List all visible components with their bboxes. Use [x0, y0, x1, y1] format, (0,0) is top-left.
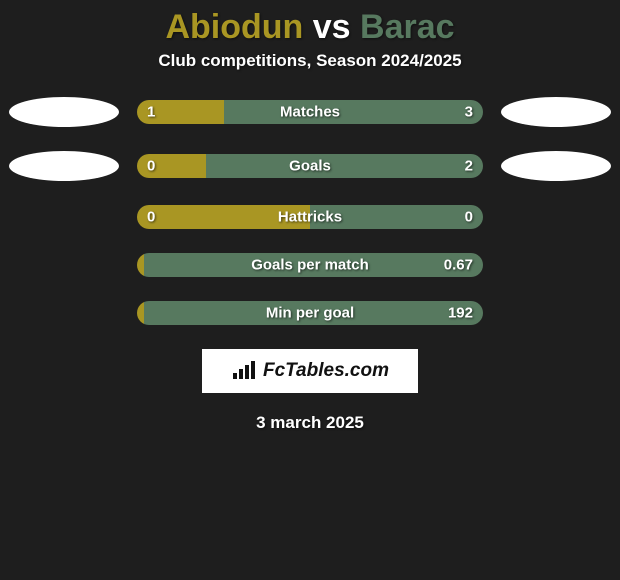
title-player2: Barac — [360, 8, 455, 46]
comparison-title: Abiodun vs Barac — [0, 0, 620, 51]
comparison-subtitle: Club competitions, Season 2024/2025 — [0, 51, 620, 91]
player1-logo-oval — [9, 151, 119, 181]
stat-label: Hattricks — [137, 209, 483, 226]
stat-label: Matches — [137, 104, 483, 121]
title-player1: Abiodun — [165, 8, 303, 46]
stat-label: Goals per match — [137, 257, 483, 274]
stat-bar: Goals per match0.67 — [137, 253, 483, 277]
comparison-bars: 1Matches30Goals20Hattricks0Goals per mat… — [0, 91, 620, 325]
stat-label: Min per goal — [137, 305, 483, 322]
stat-row: Min per goal192 — [0, 301, 620, 325]
stat-bar: 1Matches3 — [137, 100, 483, 124]
stat-label: Goals — [137, 158, 483, 175]
stat-row: 0Hattricks0 — [0, 205, 620, 229]
player1-logo-oval — [9, 97, 119, 127]
stat-row: 1Matches3 — [0, 97, 620, 127]
bar-chart-icon — [231, 361, 257, 381]
stat-bar: 0Hattricks0 — [137, 205, 483, 229]
stat-bar: 0Goals2 — [137, 154, 483, 178]
player2-logo-oval — [501, 151, 611, 181]
stat-bar: Min per goal192 — [137, 301, 483, 325]
title-vs: vs — [313, 8, 351, 46]
player2-logo-oval — [501, 97, 611, 127]
stat-right-value: 0.67 — [444, 257, 473, 274]
stat-row: Goals per match0.67 — [0, 253, 620, 277]
stat-right-value: 0 — [465, 209, 473, 226]
brand-text: FcTables.com — [263, 360, 389, 382]
stat-right-value: 3 — [465, 104, 473, 121]
footer-date: 3 march 2025 — [0, 413, 620, 433]
stat-right-value: 2 — [465, 158, 473, 175]
brand-badge: FcTables.com — [202, 349, 418, 393]
stat-row: 0Goals2 — [0, 151, 620, 181]
stat-right-value: 192 — [448, 305, 473, 322]
